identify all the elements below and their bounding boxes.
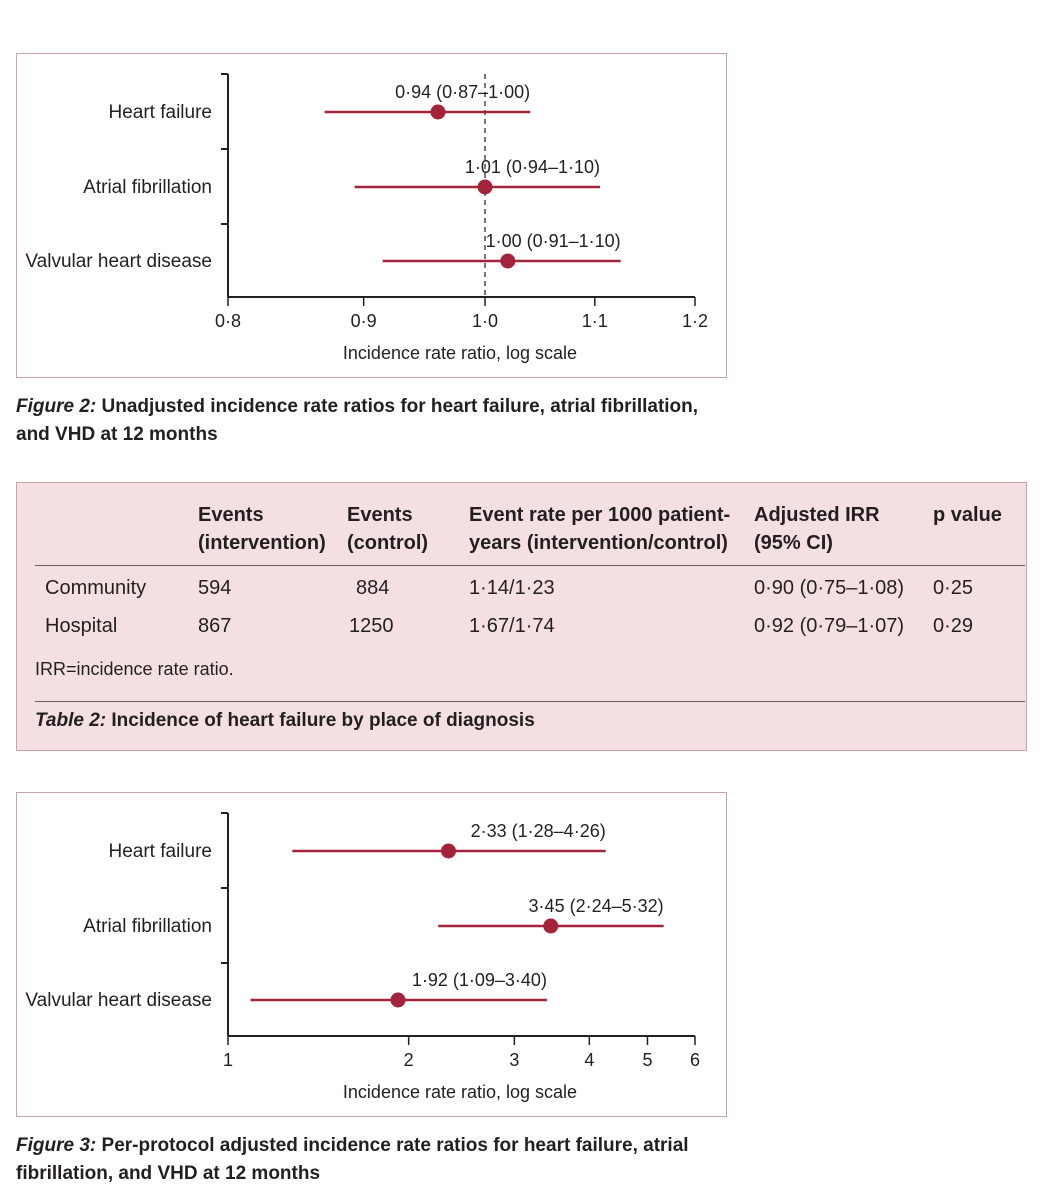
col-header-events-control: Events (control): [347, 504, 429, 554]
cell-event-rate: 1·67/1·74: [469, 615, 555, 637]
fig3-x-tick-label: 2: [404, 1050, 414, 1070]
cell-events-control: 1250: [349, 615, 394, 637]
fig3-x-tick-label: 6: [690, 1050, 700, 1070]
cell-p-value: 0·25: [933, 577, 974, 599]
cell-adjusted-irr: 0·90 (0·75–1·08): [754, 577, 905, 599]
fig3-x-axis-label: Incidence rate ratio, log scale: [343, 1082, 577, 1102]
fig2-x-tick-label: 1·2: [682, 311, 708, 331]
fig2-x-tick-label: 0·8: [215, 311, 241, 331]
fig2-category-label: Valvular heart disease: [25, 251, 212, 272]
cell-event-rate: 1·14/1·23: [469, 577, 555, 599]
figure-2-caption: Figure 2: Unadjusted incidence rate rati…: [16, 393, 736, 449]
table-2-caption-label: Table 2:: [35, 710, 107, 731]
fig3-category-label: Atrial fibrillation: [83, 916, 212, 937]
row-label: Community: [45, 577, 147, 599]
figure-2-chart: 0·8 0·9 1·0 1·1 1·2 Incidence rate ratio, log…: [25, 73, 708, 363]
col-header-p-value: p value: [933, 504, 1002, 526]
figure-2-panel: 0·8 0·9 1·0 1·1 1·2 Incidence rate ratio, log…: [16, 53, 727, 378]
figure-3-caption: Figure 3: Per-protocol adjusted incidenc…: [16, 1132, 736, 1188]
row-label: Hospital: [45, 615, 118, 637]
fig3-category-label: Valvular heart disease: [25, 990, 212, 1011]
table-header-rule: [35, 565, 1025, 566]
cell-p-value: 0·29: [933, 615, 974, 637]
figure-3-caption-text: Per-protocol adjusted incidence rate rat…: [16, 1135, 689, 1184]
cell-events-intervention: 594: [198, 577, 232, 599]
fig2-x-tick-label: 0·9: [351, 311, 377, 331]
figure-3-panel: 1 2 3 4 5 6 Incidence rate ratio, log scale Hea…: [16, 792, 727, 1117]
fig3-data-label: 1·92 (1·09–3·40): [412, 970, 547, 990]
figure-2-caption-text: Unadjusted incidence rate ratios for hea…: [16, 396, 699, 445]
table-2-panel: Events (intervention) Events (control) E…: [16, 482, 1027, 751]
fig3-x-tick-label: 1: [223, 1050, 233, 1070]
figure-2-caption-label: Figure 2:: [16, 396, 97, 417]
figure-3-caption-label: Figure 3:: [16, 1135, 97, 1156]
fig3-category-label: Heart failure: [109, 841, 213, 862]
fig3-data-label: 3·45 (2·24–5·32): [529, 896, 664, 916]
fig2-data-label: 0·94 (0·87–1·00): [395, 82, 530, 102]
fig2-estimate-point: [500, 253, 516, 269]
fig2-estimate-point: [430, 104, 446, 120]
fig2-x-tick-label: 1·0: [472, 311, 498, 331]
col-header-adjusted-irr: Adjusted IRR (95% CI): [754, 504, 880, 554]
fig3-data-label: 2·33 (1·28–4·26): [471, 821, 606, 841]
fig3-x-tick-label: 4: [584, 1050, 594, 1070]
cell-events-intervention: 867: [198, 615, 232, 637]
col-header-events-intervention: Events (intervention): [198, 504, 326, 554]
fig2-estimate-point: [477, 179, 493, 195]
cell-events-control: 884: [356, 577, 390, 599]
table-2-caption-text: Incidence of heart failure by place of d…: [111, 710, 535, 731]
fig3-estimate-point: [543, 918, 559, 934]
table-footnote: IRR=incidence rate ratio.: [35, 659, 234, 679]
cell-adjusted-irr: 0·92 (0·79–1·07): [754, 615, 905, 637]
fig2-x-tick-label: 1·1: [582, 311, 608, 331]
fig3-x-tick-label: 3: [509, 1050, 519, 1070]
table-2-caption: Table 2: Incidence of heart failure by p…: [35, 710, 535, 732]
table-footer-rule: [35, 701, 1025, 702]
fig3-x-tick-label: 5: [642, 1050, 652, 1070]
col-header-event-rate: Event rate per 1000 patient- years (inte…: [469, 504, 731, 554]
fig2-category-label: Heart failure: [109, 102, 213, 123]
fig3-estimate-point: [440, 843, 456, 859]
fig2-x-axis-label: Incidence rate ratio, log scale: [343, 343, 577, 363]
figure-3-chart: 1 2 3 4 5 6 Incidence rate ratio, log scale Hea…: [25, 812, 700, 1102]
fig2-data-label: 1·00 (0·91–1·10): [486, 231, 621, 251]
fig2-category-label: Atrial fibrillation: [83, 177, 212, 198]
fig3-estimate-point: [390, 992, 406, 1008]
fig2-data-label: 1·01 (0·94–1·10): [465, 157, 600, 177]
